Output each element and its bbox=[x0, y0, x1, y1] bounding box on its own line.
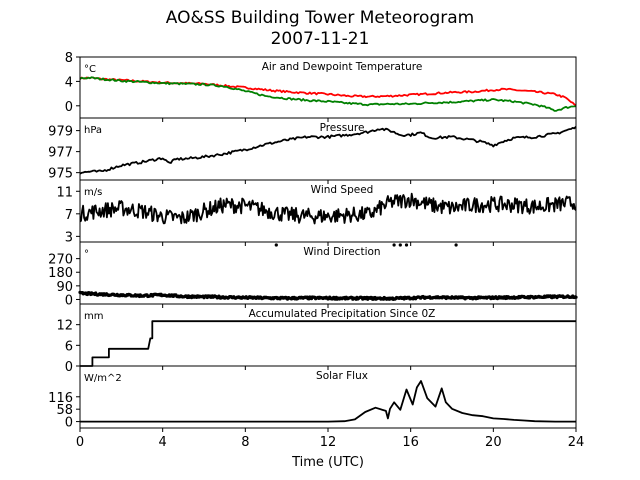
wind-direction-point bbox=[398, 243, 402, 247]
y-tick-label: 977 bbox=[48, 146, 73, 161]
y-tick-label: 7 bbox=[65, 208, 73, 223]
y-tick-label: 58 bbox=[56, 403, 73, 418]
x-tick-label: 16 bbox=[402, 435, 419, 450]
panel-title: Pressure bbox=[320, 122, 365, 134]
wind-direction-point bbox=[392, 243, 396, 247]
series-line-5-1 bbox=[80, 320, 576, 367]
y-tick-label: 0 bbox=[65, 416, 73, 431]
x-tick-label: 12 bbox=[320, 435, 337, 450]
y-tick-label: 12 bbox=[56, 319, 73, 334]
y-tick-label: 11 bbox=[56, 185, 73, 200]
y-tick-label: 0 bbox=[65, 100, 73, 115]
chart-subtitle: 2007-11-21 bbox=[270, 29, 370, 49]
panel-title: Wind Speed bbox=[311, 184, 374, 196]
chart-title: AO&SS Building Tower Meteorogram bbox=[165, 8, 475, 28]
panel-title: Air and Dewpoint Temperature bbox=[262, 61, 423, 73]
panel-unit-label: °C bbox=[84, 64, 96, 75]
x-tick-label: 4 bbox=[159, 435, 167, 450]
panel-title: Solar Flux bbox=[316, 370, 368, 382]
panel-unit-label: ° bbox=[84, 249, 89, 260]
y-tick-label: 270 bbox=[48, 253, 73, 268]
y-tick-label: 8 bbox=[65, 51, 73, 66]
y-tick-label: 0 bbox=[65, 360, 73, 375]
series-line-1-2 bbox=[79, 76, 577, 112]
panel-unit-label: hPa bbox=[84, 125, 102, 136]
y-tick-label: 4 bbox=[65, 75, 73, 90]
y-tick-label: 116 bbox=[48, 391, 73, 406]
y-tick-label: 180 bbox=[48, 266, 73, 281]
panel-unit-label: mm bbox=[84, 311, 103, 322]
x-tick-label: 24 bbox=[568, 435, 585, 450]
x-tick-label: 20 bbox=[485, 435, 502, 450]
panel-5: 0 6 12 mm Accumulated Precipitation Since 0Z bbox=[56, 303, 577, 375]
panel-1: 0 4 8 °C Air and Dewpoint Temperature bbox=[65, 51, 577, 122]
panel-2: 975 977 979 hPa Pressure bbox=[48, 117, 577, 184]
y-tick-label: 975 bbox=[48, 167, 73, 182]
series-line-3-1 bbox=[79, 192, 577, 225]
wind-direction-point bbox=[454, 243, 458, 247]
y-tick-label: 3 bbox=[65, 230, 73, 245]
panel-title: Accumulated Precipitation Since 0Z bbox=[249, 308, 436, 320]
series-line-6-1 bbox=[80, 380, 576, 423]
x-axis-label: Time (UTC) bbox=[291, 455, 364, 470]
x-tick-label: 8 bbox=[241, 435, 249, 450]
x-tick-label: 0 bbox=[76, 435, 84, 450]
y-tick-label: 979 bbox=[48, 125, 73, 140]
y-tick-label: 6 bbox=[65, 339, 73, 354]
panel-title: Wind Direction bbox=[303, 246, 380, 258]
panel-3: 3 7 11 m/s Wind Speed bbox=[56, 179, 577, 246]
wind-direction-point bbox=[274, 243, 278, 247]
y-tick-label: 90 bbox=[56, 280, 73, 295]
y-tick-label: 0 bbox=[65, 293, 73, 308]
panel-unit-label: W/m^2 bbox=[84, 373, 122, 384]
panel-unit-label: m/s bbox=[84, 187, 102, 198]
series-line-2-1 bbox=[79, 125, 577, 175]
wind-direction-point bbox=[404, 243, 409, 247]
